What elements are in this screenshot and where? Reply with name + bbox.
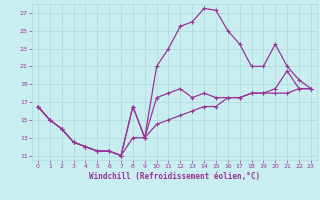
X-axis label: Windchill (Refroidissement éolien,°C): Windchill (Refroidissement éolien,°C) — [89, 172, 260, 181]
